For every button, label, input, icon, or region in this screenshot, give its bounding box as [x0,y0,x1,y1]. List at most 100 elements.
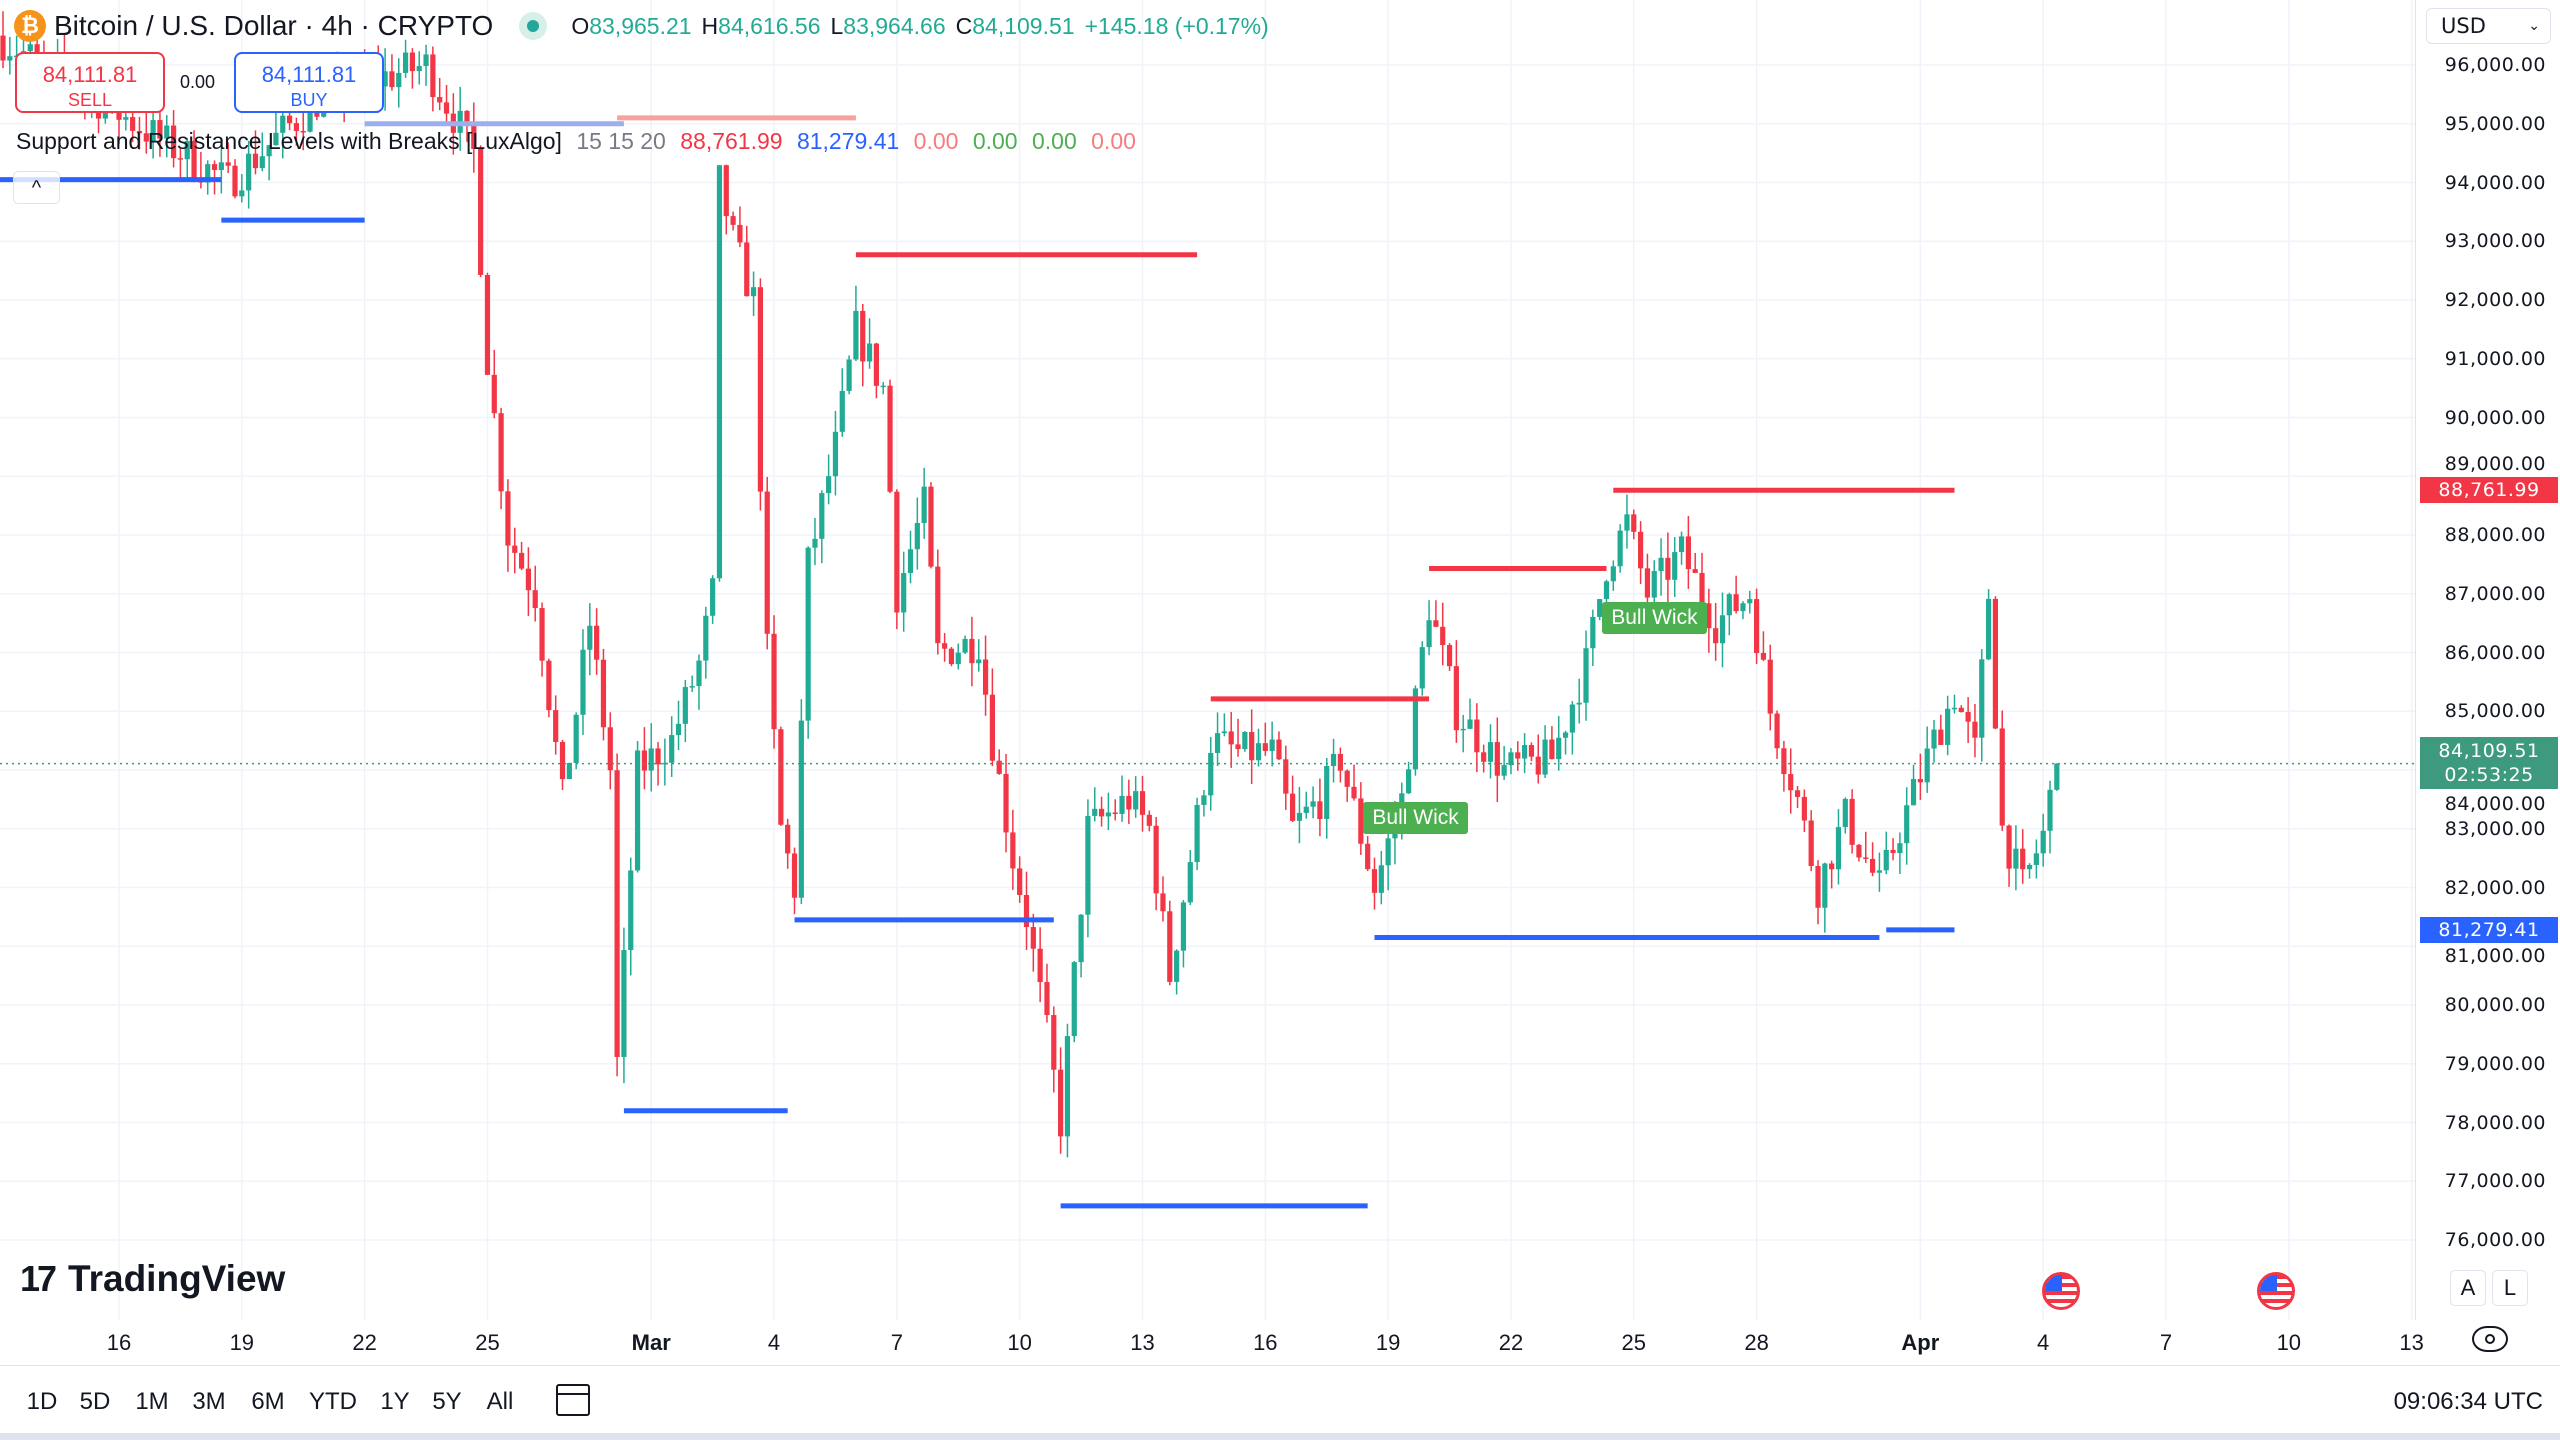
candle-down [505,491,511,546]
range-button-1d[interactable]: 1D [26,1388,58,1415]
range-button-all[interactable]: All [486,1388,514,1415]
symbol-title[interactable]: Bitcoin / U.S. Dollar · 4h · CRYPTO [54,10,494,41]
candle-up [1467,719,1473,729]
time-tick-label: 25 [475,1330,500,1355]
candle-down [300,130,306,133]
buy-label: BUY [290,90,328,110]
range-button-1m[interactable]: 1M [135,1388,169,1415]
range-button-5y[interactable]: 5Y [432,1388,462,1415]
candle-up [2040,830,2046,854]
sell-button[interactable]: 84,111.81 SELL [15,52,165,113]
log-scale-button[interactable]: L [2492,1270,2528,1306]
ohlc-close: C84,109.51 [955,12,1075,39]
time-tick-label: 19 [1375,1330,1401,1355]
range-button-6m[interactable]: 6M [251,1388,285,1415]
range-button-5d[interactable]: 5D [79,1388,111,1415]
chart-settings-icon[interactable] [2472,1326,2508,1352]
candle-up [1576,702,1582,705]
price-axis[interactable]: USD ⌄ 96,000.00 95,000.00 94,000.00 93,000.0… [2415,0,2560,1320]
candle-up [853,310,859,360]
candle-down [1249,732,1255,761]
candle-down [1917,779,1923,783]
candle-down [1692,569,1698,573]
candle-up [2013,848,2019,869]
us-economic-event-icon[interactable] [2042,1272,2080,1310]
clock[interactable]: 09:06:34 UTC [2393,1388,2543,1415]
candle-down [1235,744,1241,750]
price-tick-label: 80,000.00 [2444,994,2546,1016]
bull-wick-label: Bull Wick [1602,602,1707,635]
candle-down [607,727,613,771]
time-tick-label: Apr [1901,1330,1940,1355]
date-range-calendar-icon[interactable] [556,1384,590,1416]
tradingview-logo[interactable]: 17 TradingView [20,1258,285,1300]
candle-up [1610,566,1616,582]
range-button-1y[interactable]: 1Y [380,1388,410,1415]
candle-up [1187,862,1193,903]
candle-down [1869,858,1876,873]
candle-up [396,72,402,88]
candle-down [1030,927,1036,949]
candle-down [887,385,893,492]
chart-plot-area[interactable] [0,0,2415,1320]
candle-down [546,660,552,711]
currency-select[interactable]: USD ⌄ [2426,8,2551,44]
candle-down [935,566,941,644]
candle-up [901,573,907,613]
price-tick-label: 82,000.00 [2444,876,2546,899]
candle-up [1078,914,1084,963]
candle-down [1794,790,1801,797]
candle-up [259,156,265,169]
candle-up [1740,603,1746,612]
price-tick-label: 78,000.00 [2444,1111,2546,1134]
candle-down [1003,773,1009,833]
time-axis[interactable]: 16 19 22 25 Mar 4 7 10 13 16 19 22 25 28 Apr 4 7 10 13 [0,1320,2424,1365]
candle-down [1433,620,1439,627]
candlestick-chart[interactable] [0,0,2415,1320]
candle-down [525,568,531,591]
candle-down [1856,844,1862,858]
candle-down [539,608,545,661]
candle-up [1419,647,1425,689]
candle-down [1453,666,1459,731]
price-tick-label: 90,000.00 [2444,406,2546,429]
candle-up [976,659,982,664]
buy-button[interactable]: 84,111.81 BUY [234,52,384,113]
candle-up [1719,615,1726,644]
time-tick-label: 4 [2037,1330,2050,1355]
auto-scale-button[interactable]: A [2450,1270,2486,1306]
candle-up [1542,739,1548,775]
indicator-legend[interactable]: Support and Resistance Levels with Break… [16,128,1144,155]
candle-up [907,549,914,574]
candle-down [170,125,177,159]
candle-up [2054,763,2060,790]
market-status-icon[interactable] [519,12,548,40]
price-tick-label: 76,000.00 [2444,1229,2546,1251]
candle-up [205,164,211,183]
candle-down [791,853,798,898]
us-economic-event-icon[interactable] [2257,1272,2295,1310]
candle-down [191,141,197,179]
candle-down [443,102,450,114]
candle-down [512,545,518,553]
candle-up [662,762,668,765]
candle-up [1522,745,1528,759]
collapse-legend-button[interactable]: ^ [13,171,60,204]
range-button-3m[interactable]: 3M [192,1388,226,1415]
indicator-name[interactable]: Support and Resistance Levels with Break… [16,128,562,154]
range-button-ytd[interactable]: YTD [309,1388,357,1415]
candle-down [1167,911,1173,982]
candle-down [894,491,900,613]
last-price-badge: 84,109.51 02:53:25 [2420,736,2558,789]
candle-down [1685,536,1691,570]
price-tick-label: 77,000.00 [2444,1170,2546,1193]
candle-up [184,141,190,160]
candle-down [471,121,477,149]
candle-up [1951,707,1958,710]
candle-down [1999,728,2005,826]
candle-down [409,52,416,72]
candle-up [382,71,388,87]
price-tick-label: 84,000.00 [2444,792,2546,815]
candle-down [143,133,149,142]
candle-down [430,54,436,98]
